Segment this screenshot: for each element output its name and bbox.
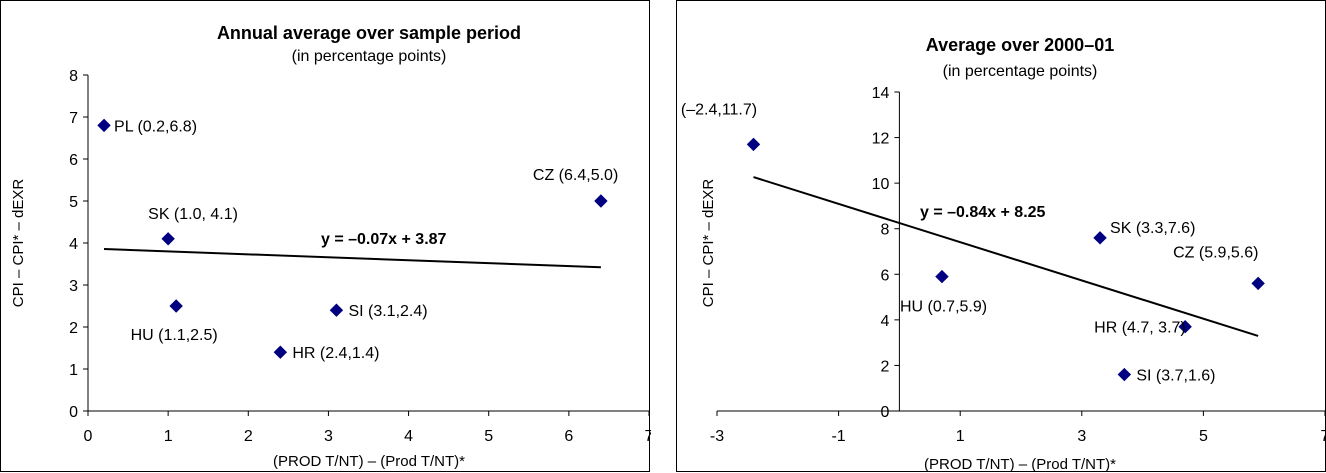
x-tick-label: 6 — [564, 428, 573, 445]
data-point-label: SI (3.1,2.4) — [348, 303, 427, 320]
data-point-label: CZ (6.4,5.0) — [533, 167, 618, 184]
y-tick-label: 14 — [872, 85, 890, 102]
trendline-equation: y = –0.07x + 3.87 — [321, 231, 447, 248]
data-point-marker — [935, 269, 949, 284]
y-tick-label: 6 — [69, 152, 78, 169]
y-axis-title: CPI – CPI* – dEXR — [700, 179, 717, 308]
x-tick-label: 2 — [244, 428, 253, 445]
data-point-label: HR (2.4,1.4) — [292, 345, 379, 362]
x-axis-title: (PROD T/NT) – (Prod T/NT)* — [273, 453, 465, 470]
data-point-marker — [746, 137, 761, 152]
x-tick-label: 5 — [1199, 428, 1208, 445]
data-point-marker — [1093, 231, 1107, 245]
y-tick-label: 2 — [69, 320, 78, 337]
chart-subtitle: (in percentage points) — [943, 63, 1098, 80]
data-point-marker — [329, 303, 344, 317]
y-tick-label: 3 — [69, 278, 78, 295]
y-tick-label: 0 — [880, 404, 889, 421]
data-point-label: HU (0.7,5.9) — [900, 299, 987, 316]
x-tick-label: 3 — [324, 428, 333, 445]
x-tick-label: 1 — [164, 428, 173, 445]
trendline-equation: y = –0.84x + 8.25 — [920, 204, 1046, 221]
y-tick-label: 6 — [880, 267, 889, 284]
x-tick-label: 4 — [404, 428, 413, 445]
x-tick-label: 1 — [956, 428, 965, 445]
y-tick-label: 8 — [880, 222, 889, 239]
x-tick-label: 3 — [1077, 428, 1086, 445]
data-point-label: PL (–2.4,11.7) — [677, 101, 757, 118]
y-tick-label: 10 — [872, 176, 890, 193]
data-point-label: SK (1.0, 4.1) — [148, 206, 238, 223]
data-point-label: HR (4.7, 3.7) — [1094, 320, 1186, 337]
x-axis-title: (PROD T/NT) – (Prod T/NT)* — [924, 456, 1116, 473]
y-tick-label: 12 — [872, 131, 890, 148]
x-tick-label: 7 — [1321, 428, 1326, 445]
data-point-marker — [1251, 276, 1265, 291]
scatter-chart-annual-average: Annual average over sample period (in per… — [10, 23, 651, 470]
data-point-label: SK (3.3,7.6) — [1110, 220, 1195, 237]
y-axis-title: CPI – CPI* – dEXR — [10, 179, 27, 308]
y-tick-label: 5 — [69, 194, 78, 211]
chart-panel-left: Annual average over sample period (in per… — [0, 0, 651, 472]
data-point-marker — [1117, 367, 1132, 382]
data-point-marker — [161, 232, 175, 246]
trendline — [753, 176, 1259, 337]
data-point-label: PL (0.2,6.8) — [114, 118, 197, 135]
data-point-label: SI (3.7,1.6) — [1136, 368, 1215, 385]
x-tick-label: 7 — [645, 428, 651, 445]
trendline — [103, 248, 601, 269]
x-tick-label: 5 — [484, 428, 493, 445]
y-tick-label: 4 — [880, 313, 889, 330]
y-tick-label: 8 — [69, 68, 78, 85]
scatter-chart-2000-01: Average over 2000–01 (in percentage point… — [677, 35, 1326, 473]
y-tick-label: 4 — [69, 236, 78, 253]
data-point-marker — [169, 299, 183, 313]
chart-subtitle: (in percentage points) — [292, 48, 447, 65]
data-point-marker — [97, 118, 111, 133]
x-tick-label: -3 — [710, 428, 724, 445]
x-tick-label: 0 — [84, 428, 93, 445]
y-tick-label: 0 — [69, 404, 78, 421]
chart-title: Average over 2000–01 — [926, 35, 1114, 55]
data-point-marker — [273, 345, 288, 359]
data-point-label: HU (1.1,2.5) — [131, 327, 218, 344]
chart-title: Annual average over sample period — [217, 23, 521, 43]
x-tick-label: -1 — [831, 428, 845, 445]
data-point-label: CZ (5.9,5.6) — [1173, 244, 1258, 261]
data-point-marker — [594, 194, 608, 208]
y-tick-label: 7 — [69, 110, 78, 127]
chart-panel-right: Average over 2000–01 (in percentage point… — [676, 0, 1326, 473]
y-tick-label: 2 — [880, 358, 889, 375]
data-point-marker — [1178, 319, 1192, 334]
y-tick-label: 1 — [69, 362, 78, 379]
